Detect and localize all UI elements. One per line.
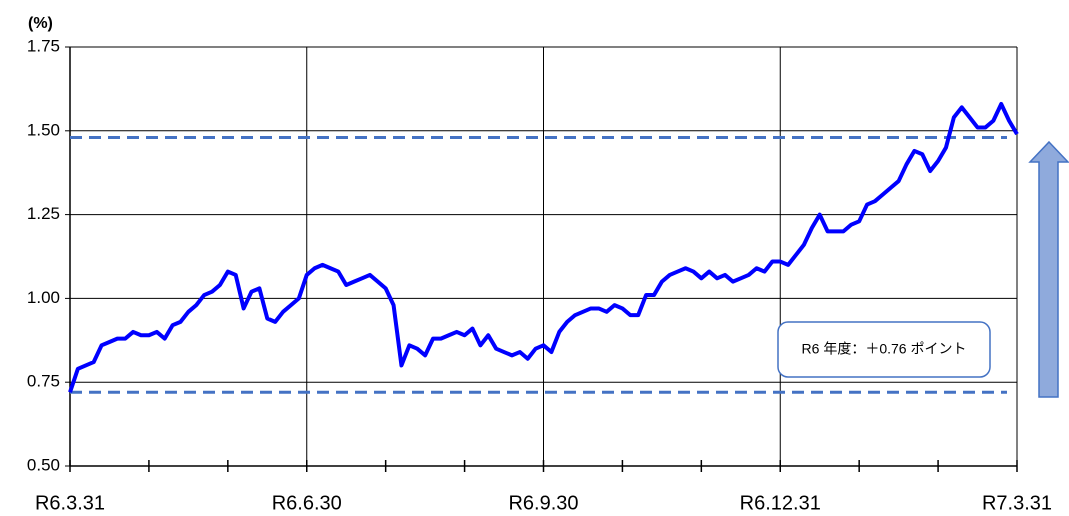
y-tick-label: 1.75 — [27, 36, 60, 55]
annotation-box — [777, 321, 991, 378]
y-tick-label: 0.75 — [27, 372, 60, 391]
up-arrow — [1028, 140, 1069, 398]
annotation: R6 年度：＋0.76 ポイント — [802, 341, 967, 357]
x-tick-label: R6.9.30 — [508, 492, 578, 514]
y-tick-label: 0.50 — [27, 455, 60, 474]
x-tick-label: R6.6.30 — [272, 492, 342, 514]
y-unit: (%) — [28, 15, 53, 32]
y-tick-label: 1.00 — [27, 288, 60, 307]
y-tick-label: 1.50 — [27, 120, 60, 139]
data-line — [68, 101, 1019, 393]
y-tick-label: 1.25 — [27, 204, 60, 223]
x-tick-label: R6.3.31 — [35, 492, 105, 514]
x-tick-label: R7.3.31 — [982, 492, 1052, 514]
x-tick-label: R6.12.31 — [740, 492, 821, 514]
